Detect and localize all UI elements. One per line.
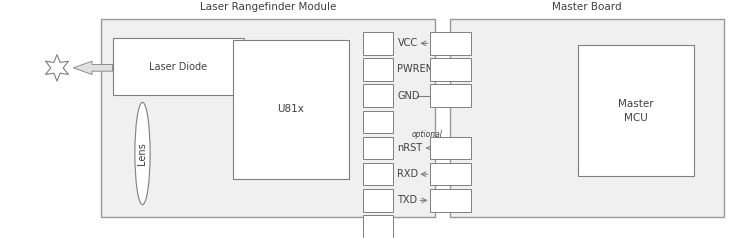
Bar xyxy=(363,215,393,238)
Text: RXD: RXD xyxy=(441,196,460,205)
Bar xyxy=(101,19,435,217)
Bar xyxy=(363,189,393,212)
Text: optional: optional xyxy=(411,129,442,139)
Bar xyxy=(363,32,393,55)
Text: Lens: Lens xyxy=(137,142,148,165)
Text: +3.3V: +3.3V xyxy=(436,39,465,48)
Bar xyxy=(363,84,393,107)
Text: GPIOB: GPIOB xyxy=(436,144,465,153)
Ellipse shape xyxy=(135,102,150,205)
Text: GND: GND xyxy=(440,91,461,100)
Bar xyxy=(363,163,393,185)
Polygon shape xyxy=(74,61,112,74)
Polygon shape xyxy=(46,55,68,81)
Text: 4: 4 xyxy=(375,143,381,153)
Bar xyxy=(450,19,724,217)
Bar xyxy=(430,84,471,107)
Bar xyxy=(578,45,694,176)
Text: 2: 2 xyxy=(375,195,381,205)
Text: Master
MCU: Master MCU xyxy=(618,99,653,123)
Text: VCC: VCC xyxy=(398,38,418,48)
Bar xyxy=(112,38,244,95)
Bar xyxy=(363,137,393,159)
Text: U81x: U81x xyxy=(278,104,304,114)
Text: GPIOA: GPIOA xyxy=(436,65,465,74)
Text: 7: 7 xyxy=(375,64,381,74)
Text: RXD: RXD xyxy=(398,169,418,179)
Text: 5: 5 xyxy=(375,117,381,127)
Bar xyxy=(363,58,393,81)
Text: Laser Diode: Laser Diode xyxy=(149,62,207,72)
Text: PWREN: PWREN xyxy=(398,64,433,74)
Text: TXD: TXD xyxy=(398,195,418,205)
Text: 6: 6 xyxy=(375,91,381,101)
Text: TXD: TXD xyxy=(442,170,460,179)
Text: Master Board: Master Board xyxy=(552,2,622,12)
Bar xyxy=(430,32,471,55)
Text: 3: 3 xyxy=(375,169,381,179)
Text: GND: GND xyxy=(398,91,420,101)
Bar xyxy=(363,111,393,133)
Text: nRST: nRST xyxy=(398,143,423,153)
Bar xyxy=(430,163,471,185)
Bar xyxy=(232,40,349,178)
Bar xyxy=(430,189,471,212)
Text: Laser Rangefinder Module: Laser Rangefinder Module xyxy=(200,2,336,12)
Text: 1: 1 xyxy=(375,222,381,232)
Text: 8: 8 xyxy=(375,38,381,48)
Bar xyxy=(430,58,471,81)
Bar xyxy=(430,137,471,159)
